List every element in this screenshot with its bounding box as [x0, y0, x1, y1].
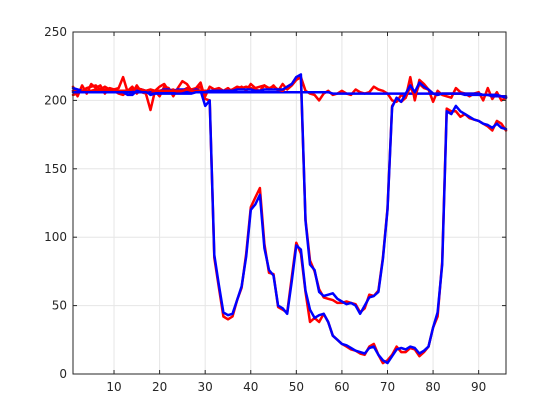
y-tick-label: 50 [52, 299, 67, 313]
tick-labels: 10 20 30 40 50 60 70 80 90 0 50 100 150 200 250 [44, 25, 486, 394]
plot-area [73, 32, 506, 374]
y-tick-label: 250 [44, 25, 67, 39]
x-tick-label: 80 [425, 380, 440, 394]
y-tick-label: 200 [44, 93, 67, 107]
x-tick-label: 40 [243, 380, 258, 394]
x-tick-label: 30 [198, 380, 213, 394]
series-line-6 [71, 73, 508, 316]
x-tick-label: 70 [380, 380, 395, 394]
y-tick-label: 0 [59, 367, 67, 381]
x-tick-label: 90 [471, 380, 486, 394]
axes [72, 31, 507, 375]
data-series-group [71, 73, 508, 365]
x-tick-label: 60 [334, 380, 349, 394]
axes-box [72, 31, 507, 375]
x-tick-label: 20 [152, 380, 167, 394]
x-tick-label: 50 [289, 380, 304, 394]
y-tick-label: 150 [44, 162, 67, 176]
x-tick-label: 10 [106, 380, 121, 394]
y-tick-label: 100 [44, 230, 67, 244]
